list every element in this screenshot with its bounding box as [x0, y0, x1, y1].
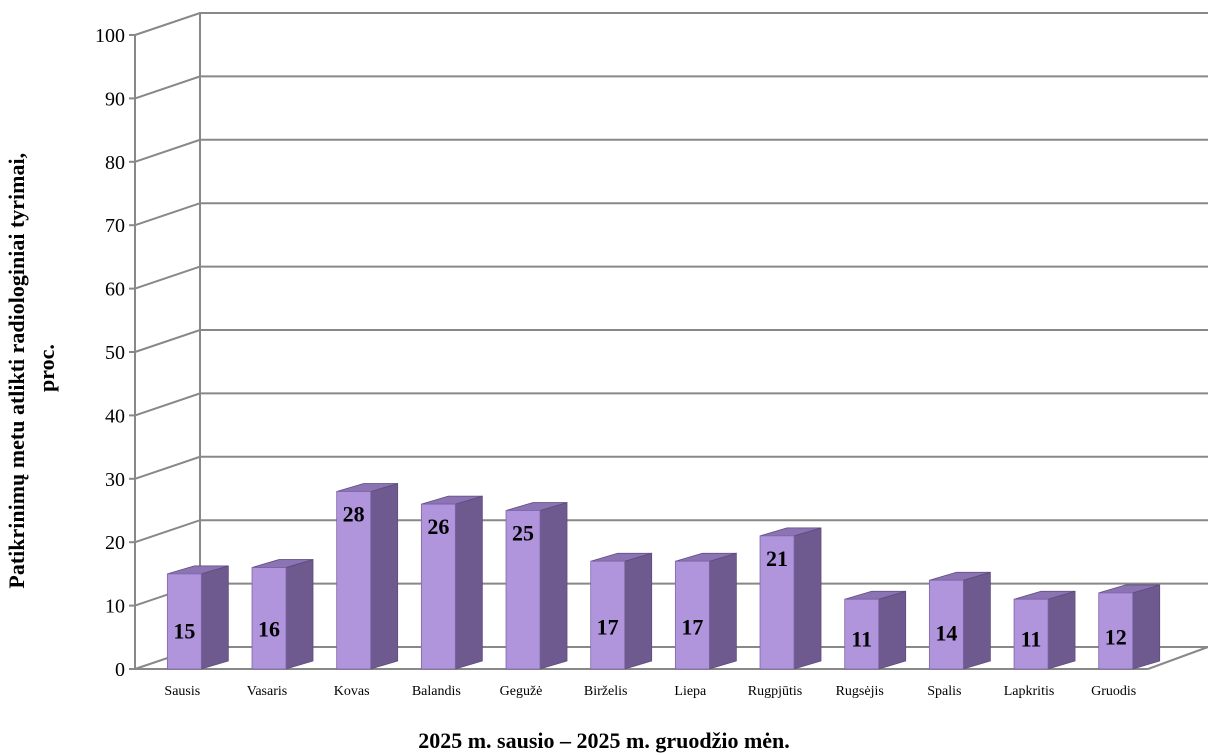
bar-spalis: [928, 571, 991, 670]
bar-side-gruodis: [1132, 584, 1161, 670]
bar-side-sausis: [200, 565, 229, 670]
bar-front-sausis: [166, 573, 202, 670]
y-axis-title: Patikrinimų metu atlikti radiologiniai t…: [4, 147, 59, 588]
x-tick-label-rugsėjis: Rugsėjis: [836, 684, 884, 699]
bar-front-rugpjūtis: [759, 535, 795, 670]
y-tick-label-50: 50: [105, 342, 125, 364]
y-axis-title-line-2: proc.: [34, 344, 59, 392]
y-tick-label-0: 0: [115, 659, 125, 681]
y-tick-label-20: 20: [105, 532, 125, 554]
gridline-100: [134, 12, 1208, 36]
y-tick-label-30: 30: [105, 469, 125, 491]
data-label-gruodis: 12: [1105, 625, 1127, 650]
y-tick-labels: 0 10 20 30 40 50 60 70 80 90 100: [95, 25, 125, 681]
x-tick-label-birželis: Birželis: [584, 684, 628, 699]
bar-side-spalis: [962, 571, 991, 670]
bar-balandis: [420, 495, 483, 670]
bar-side-kovas: [370, 482, 399, 670]
data-label-liepa: 17: [681, 615, 703, 640]
y-tick-label-40: 40: [105, 405, 125, 427]
data-label-rugsėjis: 11: [851, 627, 872, 652]
gridline-40: [134, 392, 1208, 417]
bar-front-kovas: [336, 491, 372, 670]
data-label-spalis: 14: [935, 621, 957, 646]
bar-side-vasaris: [285, 559, 314, 670]
data-label-lapkritis: 11: [1021, 627, 1042, 652]
data-label-gegužė: 25: [512, 521, 534, 546]
floor-right-edge: [1147, 646, 1208, 670]
gridline-70: [134, 202, 1208, 227]
bar-front-lapkritis: [1013, 598, 1049, 670]
bar-front-gegužė: [505, 510, 541, 670]
y-tick-label-10: 10: [105, 596, 125, 618]
bar-side-liepa: [708, 552, 737, 670]
bars: [166, 482, 1161, 670]
y-tick-label-70: 70: [105, 215, 125, 237]
bar-gegužė: [505, 501, 568, 670]
bar-birželis: [590, 552, 653, 670]
bar-front-birželis: [590, 560, 626, 670]
x-axis-title: 2025 m. sausio – 2025 m. gruodžio mėn.: [418, 728, 790, 753]
gridline-60: [134, 265, 1208, 290]
bar-lapkritis: [1013, 590, 1076, 670]
gridlines: [134, 12, 1208, 670]
bar-side-lapkritis: [1047, 590, 1076, 670]
gridline-50: [134, 329, 1208, 353]
y-tick-label-60: 60: [105, 279, 125, 301]
bar-rugpjūtis: [759, 527, 822, 670]
x-tick-label-vasaris: Vasaris: [247, 684, 287, 699]
data-label-sausis: 15: [173, 619, 195, 644]
bar-side-rugpjūtis: [793, 527, 822, 670]
data-label-balandis: 26: [427, 514, 449, 539]
bar-side-balandis: [454, 495, 483, 670]
x-tick-label-gegužė: Gegužė: [500, 684, 543, 699]
data-label-birželis: 17: [597, 615, 619, 640]
x-tick-label-gruodis: Gruodis: [1091, 684, 1136, 699]
bar-kovas: [336, 482, 399, 670]
bar-side-gegužė: [539, 501, 568, 670]
x-tick-label-sausis: Sausis: [164, 684, 200, 699]
data-labels: 15 16 28 26 25 17 17 21 11 14 11 12: [173, 501, 1126, 651]
x-tick-label-spalis: Spalis: [927, 684, 961, 699]
bar-side-birželis: [624, 552, 653, 670]
bar-sausis: [166, 565, 229, 670]
bar-front-spalis: [928, 579, 964, 670]
bar-vasaris: [251, 559, 314, 670]
y-axis-title-line-1: Patikrinimų metu atlikti radiologiniai t…: [4, 153, 29, 589]
y-tick-label-100: 100: [95, 25, 125, 47]
gridline-30: [134, 455, 1208, 480]
bar-front-rugsėjis: [844, 598, 880, 670]
bar-liepa: [674, 552, 737, 670]
bar-front-liepa: [674, 560, 710, 670]
x-tick-label-kovas: Kovas: [334, 684, 370, 699]
data-label-rugpjūtis: 21: [766, 546, 788, 571]
y-tick-label-80: 80: [105, 152, 125, 174]
x-tick-label-lapkritis: Lapkritis: [1004, 684, 1055, 699]
gridline-90: [134, 75, 1208, 100]
bar-rugsėjis: [844, 590, 907, 670]
data-label-vasaris: 16: [258, 617, 280, 642]
bar-front-gruodis: [1098, 592, 1134, 670]
x-category-labels: Sausis Vasaris Kovas Balandis Gegužė Birželis…: [164, 684, 1136, 699]
bar-front-balandis: [420, 503, 456, 670]
x-tick-label-rugpjūtis: Rugpjūtis: [748, 684, 802, 699]
gridline-80: [134, 138, 1208, 163]
y-tick-label-90: 90: [105, 88, 125, 110]
bar-front-vasaris: [251, 567, 287, 670]
x-tick-label-balandis: Balandis: [412, 684, 461, 699]
x-tick-label-liepa: Liepa: [674, 684, 707, 699]
bar-side-rugsėjis: [878, 590, 907, 670]
axes: [129, 34, 1208, 670]
bar-gruodis: [1098, 584, 1161, 670]
data-label-kovas: 28: [343, 501, 365, 526]
gridline-20: [134, 519, 1208, 544]
